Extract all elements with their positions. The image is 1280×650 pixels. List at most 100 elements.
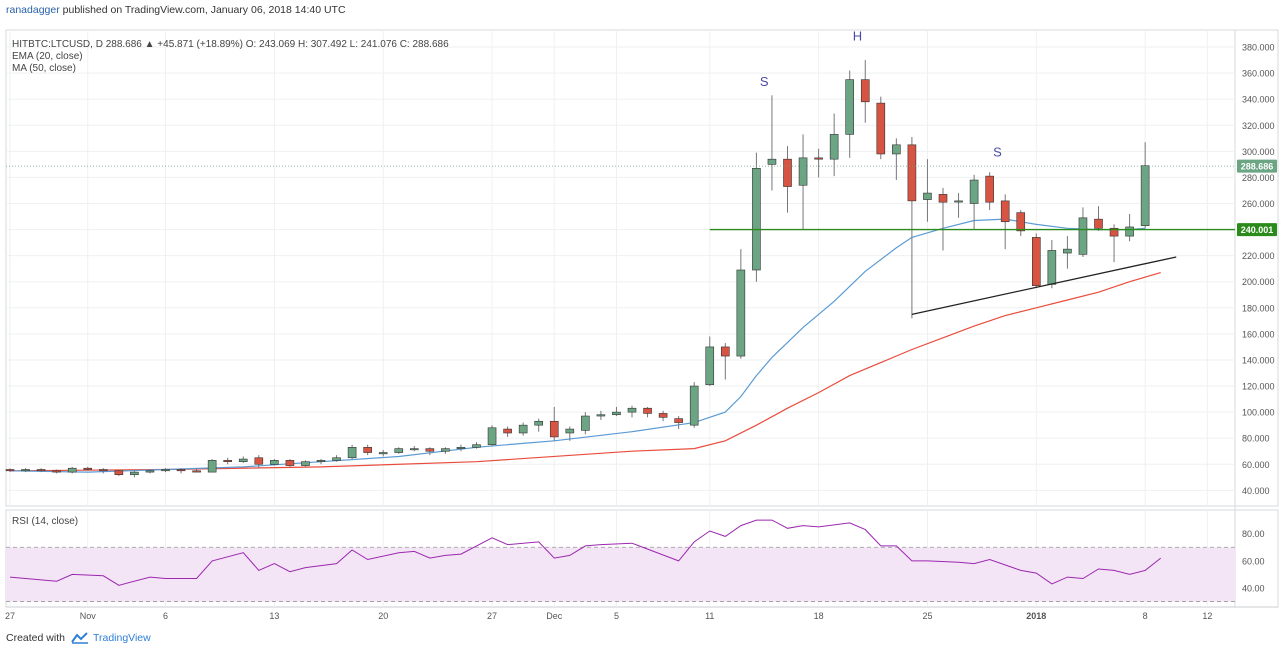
candle-body[interactable] [378, 452, 388, 455]
candle-body[interactable] [814, 157, 823, 160]
chart-svg[interactable]: S H S 40.000 60.000 80.000 100.000 120.000 140.… [0, 0, 1280, 630]
rsi-tick-label: 60.00 [1242, 556, 1265, 566]
candle-body[interactable] [845, 79, 855, 135]
candle-body[interactable] [21, 469, 30, 472]
candle-body[interactable] [860, 79, 870, 103]
candle-body[interactable] [1032, 237, 1041, 286]
axes: 40.000 60.000 80.000 100.000 120.000 140.000 1… [5, 43, 1277, 621]
candle-body[interactable] [892, 144, 901, 155]
candle-body[interactable] [409, 448, 419, 451]
candle-body[interactable] [5, 469, 15, 472]
candle-body[interactable] [192, 470, 201, 473]
candle-body[interactable] [643, 407, 652, 414]
author-link[interactable]: ranadagger [6, 4, 60, 16]
candle-body[interactable] [472, 444, 481, 448]
candle-body[interactable] [767, 158, 777, 165]
candle-body[interactable] [596, 414, 606, 417]
candle-body[interactable] [301, 461, 310, 466]
ohlc-legend: HITBTC:LTCUSD, D 288.686 ▲ +45.871 (+18.… [12, 39, 449, 50]
price-tick-label: 180.000 [1242, 303, 1275, 313]
candle-body[interactable] [285, 460, 295, 466]
candle-body[interactable] [627, 407, 637, 413]
candle-body[interactable] [985, 175, 994, 203]
price-tick-label: 300.000 [1242, 147, 1275, 157]
candle-body[interactable] [954, 200, 963, 203]
candle-body[interactable] [223, 460, 232, 462]
price-panel[interactable]: S H S [5, 29, 1235, 478]
candle-body[interactable] [161, 469, 170, 472]
candle-body[interactable] [658, 413, 668, 418]
candle-body[interactable] [1047, 250, 1057, 285]
candle-body[interactable] [67, 467, 77, 473]
candle-body[interactable] [938, 194, 948, 203]
candle-body[interactable] [876, 102, 886, 155]
candle-body[interactable] [456, 447, 466, 449]
candle-body[interactable] [783, 158, 792, 187]
candle-body[interactable] [1000, 200, 1010, 223]
candle-body[interactable] [798, 157, 808, 186]
price-tick-label: 260.000 [1242, 199, 1275, 209]
candle-body[interactable] [176, 469, 186, 472]
rsi-panel[interactable] [6, 519, 1235, 602]
candle-body[interactable] [347, 447, 357, 459]
candle-body[interactable] [425, 448, 435, 452]
candle-body[interactable] [907, 144, 917, 202]
time-tick-label: 12 [1202, 611, 1212, 621]
candle-body[interactable] [1109, 227, 1119, 237]
candle-body[interactable] [752, 167, 761, 271]
time-tick-label: 6 [163, 611, 168, 621]
candle-body[interactable] [829, 134, 839, 160]
candle-body[interactable] [394, 448, 404, 453]
rsi-tick-label: 40.00 [1242, 584, 1265, 594]
candle-body[interactable] [720, 346, 730, 357]
candle-body[interactable] [565, 428, 575, 434]
candle-body[interactable] [1094, 218, 1103, 229]
candle-body[interactable] [254, 457, 264, 465]
candle-body[interactable] [363, 447, 372, 453]
candle-body[interactable] [1016, 212, 1026, 232]
candle-body[interactable] [441, 448, 450, 452]
candle-body[interactable] [207, 460, 217, 473]
candle-body[interactable] [612, 411, 621, 416]
candle-body[interactable] [689, 385, 699, 426]
candle-body[interactable] [705, 346, 715, 386]
ema-legend: EMA (20, close) [12, 51, 83, 62]
candle-body[interactable] [83, 467, 93, 470]
rsi-line[interactable] [9, 519, 1162, 586]
candle-body[interactable] [1063, 248, 1072, 254]
price-tick-label: 120.000 [1242, 382, 1275, 392]
candle-body[interactable] [130, 471, 139, 476]
candle-body[interactable] [316, 460, 326, 462]
time-tick-label: Nov [80, 611, 97, 621]
candle-body[interactable] [238, 458, 248, 462]
candle-body[interactable] [581, 415, 590, 431]
last-price-badge-bg [1237, 159, 1277, 173]
candle-body[interactable] [534, 420, 544, 426]
candle-body[interactable] [923, 192, 932, 200]
candle-body[interactable] [969, 179, 979, 204]
price-tick-label: 100.000 [1242, 408, 1275, 418]
candle-body[interactable] [36, 469, 46, 472]
candle-body[interactable] [52, 470, 61, 473]
ma50-line[interactable] [9, 272, 1161, 472]
price-tick-label: 60.000 [1242, 460, 1270, 470]
ascending-trendline[interactable] [911, 256, 1177, 315]
candle-body[interactable] [114, 470, 124, 476]
candle-body[interactable] [332, 457, 341, 461]
candle-body[interactable] [1125, 226, 1134, 237]
time-tick-label: 5 [614, 611, 619, 621]
candle-body[interactable] [674, 418, 683, 423]
candle-body[interactable] [736, 269, 746, 357]
candle-body[interactable] [1078, 217, 1088, 255]
candle-body[interactable] [503, 428, 512, 434]
time-tick-label: 11 [705, 611, 714, 621]
candle-body[interactable] [1140, 165, 1150, 226]
candle-body[interactable] [270, 460, 279, 465]
tradingview-link[interactable]: TradingView [71, 630, 151, 646]
candle-body[interactable] [145, 470, 155, 473]
candle-body[interactable] [487, 427, 497, 446]
candle-body[interactable] [99, 469, 108, 472]
candle-body[interactable] [518, 424, 528, 434]
candle-body[interactable] [549, 420, 559, 438]
ema20-line[interactable] [9, 218, 1146, 473]
